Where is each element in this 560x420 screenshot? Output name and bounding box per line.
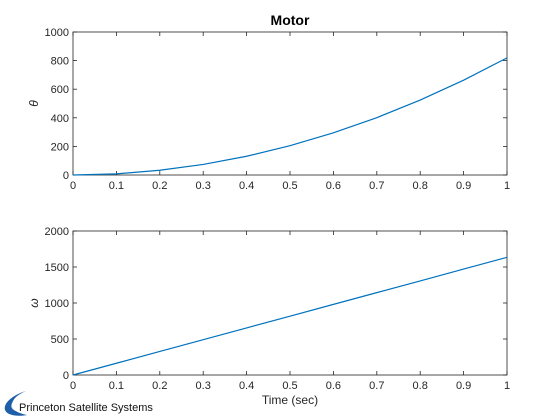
princeton-satellite-systems-logo: Princeton Satellite Systems: [4, 391, 153, 416]
theta-x-tick-label: 0.5: [282, 180, 297, 192]
omega-axes: 0 0.1 0.2 0.3 0.4 0.5 0.6 0.7 0.8 0.9 1 0 500 1000 150…: [27, 226, 510, 407]
theta-x-tick-label: 0.7: [369, 180, 384, 192]
omega-x-tick-label: 1: [504, 380, 510, 392]
omega-x-axis-label: Time (sec): [262, 393, 318, 407]
theta-y-tick-label: 400: [51, 113, 69, 125]
theta-x-tick-label: 0.1: [109, 180, 124, 192]
omega-y-tick-label: 2000: [45, 226, 69, 238]
logo-swoosh-icon: [4, 391, 27, 416]
theta-y-tick-label: 1000: [45, 27, 69, 39]
omega-x-tick-label: 0.1: [109, 380, 124, 392]
omega-x-tick-label: 0.4: [239, 380, 254, 392]
theta-x-tick-label: 0.2: [152, 180, 167, 192]
omega-x-tick-label: 0.3: [196, 380, 211, 392]
omega-y-tick-label: 0: [63, 370, 69, 382]
omega-y-tick-label: 1500: [45, 262, 69, 274]
theta-y-tick-label: 200: [51, 141, 69, 153]
theta-x-tick-label: 0.9: [456, 180, 471, 192]
omega-x-tick-label: 0.6: [326, 380, 341, 392]
theta-y-axis-label: θ: [27, 100, 41, 107]
theta-x-tick-label: 0.4: [239, 180, 254, 192]
theta-chart-title: Motor: [271, 12, 310, 28]
theta-y-tick-label: 800: [51, 56, 69, 68]
omega-x-tick-label: 0.8: [413, 380, 428, 392]
theta-x-tick-label: 0.3: [196, 180, 211, 192]
omega-x-tick-label: 0.7: [369, 380, 384, 392]
logo-swoosh-highlight-icon: [11, 394, 25, 413]
omega-axes-box: [72, 230, 508, 376]
logo-text: Princeton Satellite Systems: [19, 402, 153, 414]
theta-axes: 0 0.1 0.2 0.3 0.4 0.5 0.6 0.7 0.8 0.9 1 0 200 400 600 8…: [27, 12, 510, 192]
omega-x-tick-label: 0.5: [282, 380, 297, 392]
theta-series-line: [72, 57, 508, 176]
theta-x-tick-label: 0.8: [413, 180, 428, 192]
theta-y-tick-label: 0: [63, 170, 69, 182]
theta-x-tick-label: 0: [70, 180, 76, 192]
theta-x-tick-label: 1: [504, 180, 510, 192]
theta-x-tick-label: 0.6: [326, 180, 341, 192]
omega-x-tick-label: 0.9: [456, 380, 471, 392]
omega-y-tick-label: 1000: [45, 298, 69, 310]
theta-axes-box: [72, 31, 508, 176]
omega-x-tick-label: 0: [70, 380, 76, 392]
omega-x-tick-label: 0.2: [152, 380, 167, 392]
omega-y-axis-label: ω: [27, 298, 41, 307]
theta-y-tick-label: 600: [51, 84, 69, 96]
omega-series-line: [72, 256, 508, 376]
omega-y-tick-label: 500: [51, 334, 69, 346]
